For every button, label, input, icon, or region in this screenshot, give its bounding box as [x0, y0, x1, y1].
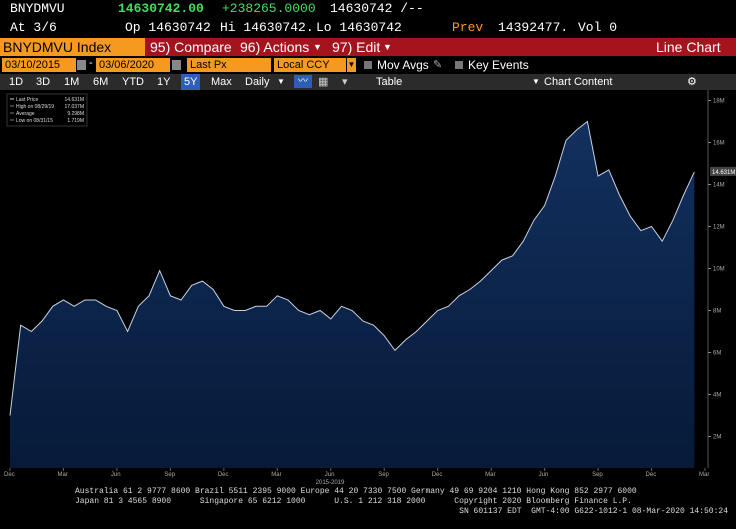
range-button[interactable]: Max — [211, 76, 232, 88]
line — [9, 120, 695, 416]
mov-avgs[interactable]: Mov Avgs — [377, 58, 429, 72]
x-tick-label: Dec — [432, 472, 443, 478]
range-button[interactable]: YTD — [122, 76, 144, 88]
high: Hi 14630742. — [220, 20, 314, 35]
last-price-label: 14.631M — [712, 170, 735, 176]
x-tick-label: Dec — [218, 472, 229, 478]
frequency-select[interactable]: Daily — [245, 76, 270, 88]
open: Op 14630742 — [125, 20, 211, 35]
icon[interactable]: ▦ — [318, 76, 329, 88]
quote-details: At 3/6 Op 14630742 Hi 14630742. Lo 14630… — [0, 18, 736, 37]
y-tick-label: 2M — [713, 435, 721, 441]
key-events[interactable]: Key Events — [468, 58, 529, 72]
price: 14630742.00 — [118, 1, 204, 16]
dropdown-arrow[interactable]: ▼ — [347, 58, 356, 72]
line-icon[interactable]: 〰 — [294, 75, 312, 88]
start-date[interactable]: 03/10/2015 — [2, 58, 76, 72]
y-tick-label: 4M — [713, 393, 721, 399]
legend-value: 1.719M — [67, 118, 84, 124]
change: +238265.0000 — [222, 1, 316, 16]
y-tick-label: 6M — [713, 351, 721, 357]
y-tick-label: 12M — [713, 225, 725, 231]
x-axis-label: 2015-2019 — [316, 480, 345, 486]
y-tick-label: 8M — [713, 309, 721, 315]
end-date[interactable]: 03/06/2020 — [96, 58, 170, 72]
low: Lo 14630742 — [316, 20, 402, 35]
prev: 14392477. — [498, 20, 569, 35]
dropdown-arrow: ▼ — [383, 42, 392, 52]
y-tick-label: 16M — [713, 141, 725, 147]
y-tick-label: 18M — [713, 99, 725, 105]
x-tick-label: Mar — [57, 472, 67, 478]
toolbar: 1D 3D 1M 6M YTD 1Y 5Y Max Daily ▼ 〰 ▦ ▾ Table ▼ Chart C… — [0, 74, 736, 90]
edit-icon[interactable]: ✎ — [433, 59, 443, 71]
footer-line: Australia 61 2 9777 8600 Brazil 5511 239… — [75, 487, 637, 496]
legend-label: High on 08/29/19 — [16, 104, 54, 110]
last-price-tag — [710, 166, 736, 176]
dropdown-arrow: ▼ — [532, 77, 540, 86]
dropdown-arrow: ▼ — [313, 42, 322, 52]
menu-item[interactable]: 97) Edit — [332, 39, 381, 55]
area — [10, 121, 695, 468]
range-button[interactable]: 6M — [93, 76, 109, 88]
legend-value: 9.298M — [67, 111, 84, 117]
security[interactable]: BNYDMVU Index — [0, 38, 145, 56]
currency-select[interactable]: Local CCY — [274, 58, 346, 72]
legend-box — [6, 93, 88, 127]
x-tick-label: Jun — [111, 472, 121, 478]
menu-item[interactable]: 95) Compare — [150, 39, 232, 55]
x-tick-label: Sep — [592, 472, 603, 478]
legend-label: Low on 08/31/15 — [16, 118, 53, 124]
x-tick-label: Jun — [325, 472, 335, 478]
prev-label: Prev — [452, 20, 484, 35]
calendar-icon[interactable] — [172, 60, 181, 70]
table-button[interactable]: Table — [376, 76, 403, 88]
options-bar: 03/10/2015 - 03/06/2020 Last Px Local CC… — [0, 57, 736, 74]
checkbox[interactable] — [364, 61, 372, 69]
x-tick-label: Mar — [699, 472, 709, 478]
chart-content[interactable]: Chart Content — [544, 76, 613, 88]
legend-value: 14.631M — [65, 97, 84, 103]
legend-value: 17.037M — [65, 104, 84, 110]
dropdown-arrow: ▼ — [277, 77, 285, 86]
range-button[interactable]: 1Y — [157, 76, 171, 88]
ticker: BNYDMVU — [10, 1, 65, 16]
settings-icon[interactable]: ⚙ — [687, 76, 697, 88]
legend-label: Average — [16, 111, 35, 117]
quote-bar: BNYDMVU 14630742.00 +238265.0000 1463074… — [0, 0, 736, 18]
menu-item[interactable]: 96) Actions — [240, 39, 310, 55]
menu-bar: BNYDMVU Index 95) Compare 96) Actions ▼ … — [0, 38, 736, 56]
range-button[interactable]: 5Y — [181, 74, 201, 90]
x-tick-label: Sep — [378, 472, 389, 478]
x-tick-label: Jun — [539, 472, 549, 478]
footer-line: Japan 81 3 4565 8900 Singapore 65 6212 1… — [75, 497, 632, 506]
range-button[interactable]: 1M — [64, 76, 80, 88]
footer-line: SN 601137 EDT GMT-4:00 G622-1012-1 08-Ma… — [459, 507, 728, 516]
icon[interactable]: ▾ — [342, 76, 348, 88]
chart: 2M 4M 6M 8M 10M 12M 14M 16M 18M 14.631M Dec Mar Jun S… — [4, 90, 736, 486]
range-button[interactable]: 1D — [9, 76, 24, 88]
legend-label: Last Price — [16, 97, 38, 103]
x-tick-label: Dec — [646, 472, 657, 478]
x-tick-label: Sep — [164, 472, 175, 478]
x-tick-label: Mar — [485, 472, 495, 478]
date-separator: - — [89, 57, 93, 69]
calendar-icon[interactable] — [77, 60, 86, 70]
y-tick-label: 14M — [713, 183, 725, 189]
at: At 3/6 — [10, 20, 57, 35]
view-name: Line Chart — [656, 39, 721, 55]
y-tick-label: 10M — [713, 267, 725, 273]
field-select[interactable]: Last Px — [187, 58, 271, 72]
last: 14630742 /-- — [330, 1, 424, 16]
x-tick-label: Mar — [271, 472, 281, 478]
checkbox[interactable] — [455, 61, 463, 69]
range-button[interactable]: 3D — [36, 76, 51, 88]
volume: Vol 0 — [578, 20, 618, 35]
x-tick-label: Dec — [4, 472, 15, 478]
